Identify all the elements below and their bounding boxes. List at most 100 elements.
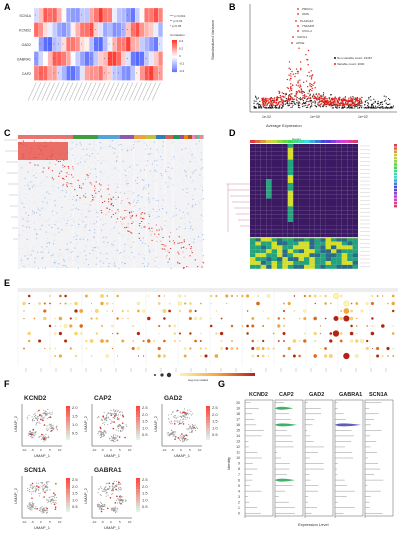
panel-c-cell [195,203,197,205]
panel-c-cell [190,237,192,239]
panel-f-cell-point [43,436,45,438]
panel-f-cell-point [27,507,29,509]
panel-c-cell [166,255,168,257]
panel-a-sig-mark: * [90,28,92,32]
panel-f-scale-swatch [66,478,70,481]
panel-d-cell [266,190,272,195]
panel-d-cell [255,202,261,207]
panel-f-expr-point [54,494,56,496]
panel-f-cell-point [189,427,191,429]
panel-b-point-var [358,104,360,107]
panel-b-point-nonvar [352,107,354,109]
panel-f-cell-point [102,508,104,511]
panel-c-cell [148,184,150,186]
panel-c-cell [98,183,101,185]
panel-d-cell [271,183,277,187]
panel-a-row-label: GABRA1 [17,57,31,61]
panel-a-legend-tick: 0.2 [179,47,184,51]
panel-d-col-annotation [255,140,261,143]
panel-b-point-var [276,98,279,100]
panel-e-dot [339,294,343,298]
panel-f-scale-swatch [136,480,140,484]
panel-e-dot [220,340,223,342]
panel-c-cell [144,226,146,228]
panel-d-cell [298,167,304,172]
panel-c-cell [193,190,196,192]
panel-b-point-nonvar [384,100,386,102]
panel-a-cell [56,7,62,23]
panel-c-cell [191,252,193,254]
panel-c-cell [57,161,60,163]
panel-e-dot [329,339,333,343]
panel-b-point-nonvar [284,103,287,105]
panel-c-cell [54,262,56,264]
panel-d-cell [309,214,315,219]
panel-f-cell-point [113,434,115,436]
panel-c-cell [100,210,102,212]
panel-c-cell [123,252,125,254]
panel-d-cell [341,210,348,215]
panel-e-dot [136,301,140,306]
panel-c-cell [88,206,90,208]
panel-f-cell-point [180,411,182,413]
panel-d-col-annotation [271,140,277,143]
panel-c-cell [71,239,74,241]
panel-b-point-var [342,101,344,103]
panel-f-xtick: 5 [49,520,51,524]
panel-d-col-annotation [325,140,331,143]
panel-f-cell-point [103,430,105,432]
panel-c-cell [33,211,35,213]
panel-c-cell [143,218,145,220]
panel-b-point-var [272,104,274,106]
panel-c-cell [91,248,93,250]
panel-c-cell [74,189,76,191]
panel-d-cell [282,159,288,164]
panel-d-cell [331,163,337,168]
panel-a-cell [139,65,145,81]
panel-d-legend-swatch [394,172,397,176]
panel-b-top-gene-point [291,42,293,44]
panel-d-cell [341,159,348,164]
panel-d-cell [266,198,272,203]
panel-e-dot [340,310,343,312]
panel-c-cluster-bar [195,135,198,139]
panel-c-cell [117,169,119,171]
panel-b-point-var [286,78,289,81]
panel-b-point-nonvar [334,96,336,98]
panel-g-gene-title: SCN1A [369,392,388,398]
panel-b-point-nonvar [323,92,325,94]
panel-e-dot [391,301,395,306]
panel-d-cell [298,194,304,199]
panel-c-cell [181,242,183,244]
panel-d-cell [331,194,337,199]
panel-c-cell [20,259,22,261]
panel-a-cell [33,65,39,81]
panel-f-cell-point [104,431,106,433]
panel-c-cell [158,229,160,231]
panel-f-cell-point [183,413,186,415]
panel-f-cell-point [120,488,122,490]
panel-c-cell [36,233,38,235]
panel-c-cell [32,202,35,204]
panel-c-cell [75,207,77,209]
panel-e-dot [266,294,271,298]
panel-d-cell [320,175,326,180]
panel-f-cell-point [120,495,122,497]
panel-d-cell [277,179,283,183]
panel-d-cell [341,241,348,246]
panel-f-cell-point [113,437,115,439]
panel-c-cell [184,195,187,197]
panel-c-cell [93,157,95,159]
panel-f-cell-point [172,411,174,413]
panel-d-cell [260,147,267,152]
panel-a-col-label [142,82,152,101]
panel-a-col-label [50,82,60,101]
panel-c-cell [185,171,187,173]
panel-c-cell [175,214,177,216]
panel-d-heatmap [226,140,397,269]
panel-b-point-nonvar [278,107,280,109]
panel-b-point-nonvar [302,105,304,108]
panel-f-cell-point [50,426,52,428]
panel-c-cell [79,199,81,201]
panel-b-point-nonvar [311,96,314,98]
